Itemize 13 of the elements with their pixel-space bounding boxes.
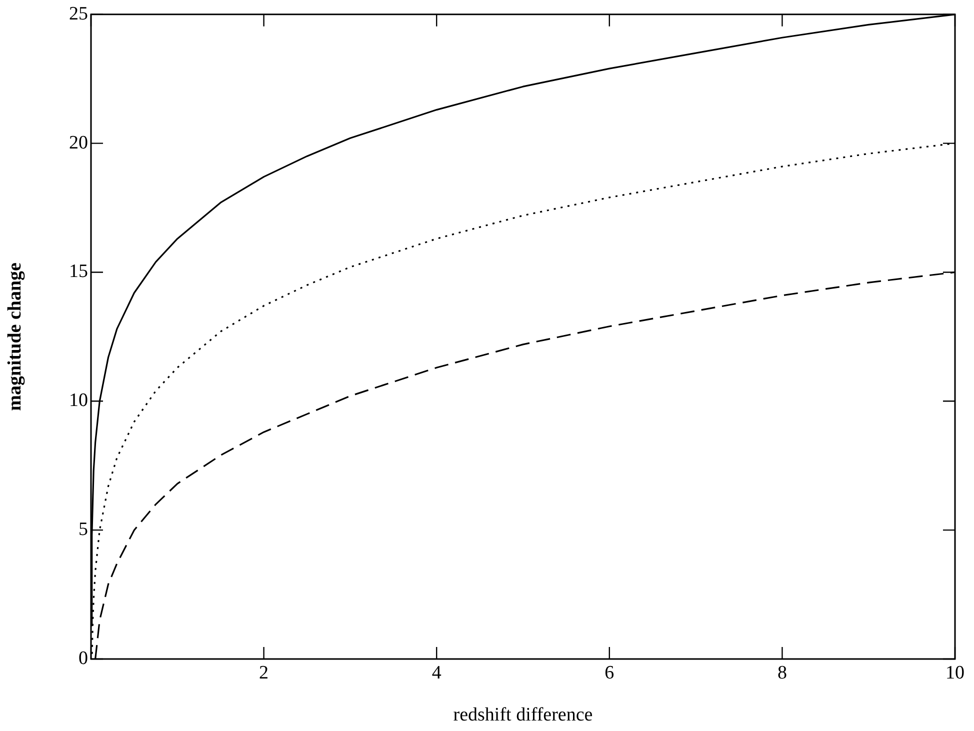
y-tick-label: 25 [69,3,88,24]
x-axis-title: redshift difference [453,704,593,726]
x-tick-label: 2 [259,662,269,684]
x-tick-label: 8 [777,662,787,684]
y-tick-label: 15 [69,261,88,282]
x-tick-label: 10 [946,662,964,684]
y-tick-label: 5 [78,519,88,540]
x-tick-label: 6 [604,662,614,684]
y-tick-label: 0 [78,648,88,669]
y-tick-label: 20 [69,132,88,154]
y-axis-title: magnitude change [4,262,26,411]
x-tick-label: 4 [432,662,442,684]
y-tick-label: 10 [69,390,88,412]
